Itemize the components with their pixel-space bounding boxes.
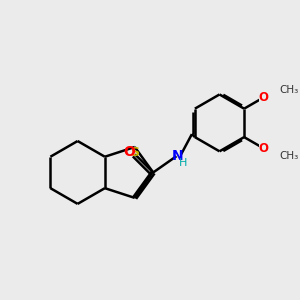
Text: H: H [179,158,187,168]
Text: CH₃: CH₃ [280,85,299,95]
Text: O: O [124,146,135,159]
Text: S: S [130,146,139,159]
Text: N: N [172,148,184,163]
Text: O: O [259,91,269,104]
Text: O: O [259,142,269,155]
Text: CH₃: CH₃ [280,151,299,161]
